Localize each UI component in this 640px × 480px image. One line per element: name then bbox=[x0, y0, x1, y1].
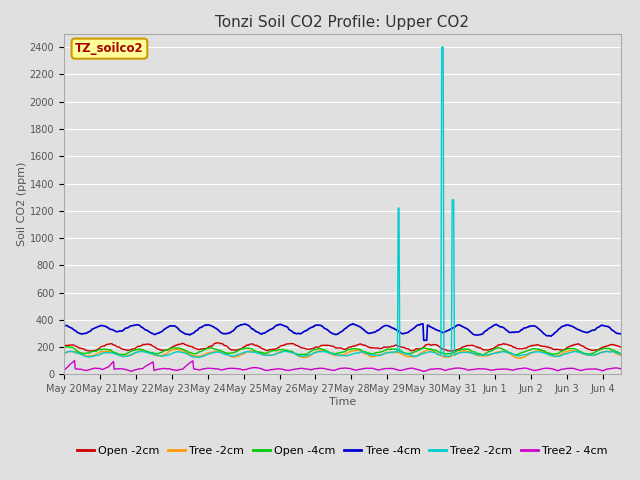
Y-axis label: Soil CO2 (ppm): Soil CO2 (ppm) bbox=[17, 162, 27, 246]
Tree2 - 4cm bbox=[420, 369, 428, 374]
Tree2 -2cm bbox=[60, 350, 68, 356]
Line: Tree -4cm: Tree -4cm bbox=[64, 324, 621, 340]
Line: Open -2cm: Open -2cm bbox=[64, 343, 621, 351]
Tree -2cm bbox=[60, 350, 68, 356]
Open -2cm bbox=[138, 342, 146, 348]
Line: Tree2 - 4cm: Tree2 - 4cm bbox=[64, 360, 621, 372]
Tree -4cm bbox=[349, 321, 357, 326]
Tree -2cm bbox=[617, 353, 625, 359]
Tree2 -2cm bbox=[461, 349, 468, 355]
Tree -4cm bbox=[298, 330, 305, 336]
Open -4cm bbox=[319, 347, 327, 352]
Tree -2cm bbox=[474, 353, 481, 359]
Open -2cm bbox=[617, 344, 625, 350]
Open -4cm bbox=[474, 350, 481, 356]
Legend: Open -2cm, Tree -2cm, Open -4cm, Tree -4cm, Tree2 -2cm, Tree2 - 4cm: Open -2cm, Tree -2cm, Open -4cm, Tree -4… bbox=[72, 441, 612, 460]
Open -4cm bbox=[298, 351, 306, 357]
Tree2 -2cm bbox=[617, 351, 625, 357]
Tree2 - 4cm bbox=[461, 366, 468, 372]
Tree2 -2cm bbox=[319, 349, 327, 355]
Tree2 -2cm bbox=[438, 44, 445, 50]
Tree -2cm bbox=[517, 355, 525, 361]
Tree2 - 4cm bbox=[60, 368, 68, 373]
Open -4cm bbox=[460, 347, 468, 352]
Tree2 - 4cm bbox=[139, 366, 147, 372]
Tree -4cm bbox=[60, 323, 68, 328]
Open -2cm bbox=[447, 348, 455, 354]
X-axis label: Time: Time bbox=[329, 397, 356, 407]
Open -2cm bbox=[319, 343, 327, 348]
Tree2 - 4cm bbox=[70, 358, 78, 363]
Tree -2cm bbox=[173, 347, 180, 352]
Open -4cm bbox=[617, 350, 625, 356]
Tree -4cm bbox=[420, 337, 428, 343]
Tree2 -2cm bbox=[63, 350, 70, 356]
Tree -4cm bbox=[617, 331, 625, 337]
Tree2 - 4cm bbox=[63, 365, 70, 371]
Tree -2cm bbox=[138, 348, 146, 354]
Title: Tonzi Soil CO2 Profile: Upper CO2: Tonzi Soil CO2 Profile: Upper CO2 bbox=[216, 15, 469, 30]
Line: Tree2 -2cm: Tree2 -2cm bbox=[64, 47, 621, 358]
Text: TZ_soilco2: TZ_soilco2 bbox=[75, 42, 144, 55]
Tree2 - 4cm bbox=[319, 365, 327, 371]
Tree -4cm bbox=[63, 323, 70, 328]
Tree -2cm bbox=[63, 349, 70, 355]
Tree2 - 4cm bbox=[617, 366, 625, 372]
Tree -2cm bbox=[319, 348, 327, 354]
Open -2cm bbox=[461, 344, 468, 349]
Tree -2cm bbox=[460, 348, 468, 354]
Tree -4cm bbox=[319, 324, 326, 329]
Tree -4cm bbox=[475, 332, 483, 338]
Tree -4cm bbox=[461, 325, 468, 331]
Open -4cm bbox=[60, 345, 68, 350]
Line: Tree -2cm: Tree -2cm bbox=[64, 349, 621, 358]
Open -2cm bbox=[475, 345, 483, 350]
Open -4cm bbox=[63, 344, 71, 349]
Tree2 - 4cm bbox=[475, 366, 483, 372]
Tree2 -2cm bbox=[298, 353, 306, 359]
Open -2cm bbox=[298, 345, 306, 351]
Tree -2cm bbox=[298, 354, 306, 360]
Open -4cm bbox=[63, 344, 70, 349]
Line: Open -4cm: Open -4cm bbox=[64, 347, 621, 355]
Open -2cm bbox=[213, 340, 221, 346]
Open -2cm bbox=[60, 343, 68, 349]
Tree2 - 4cm bbox=[298, 365, 306, 371]
Open -4cm bbox=[139, 347, 147, 352]
Tree2 -2cm bbox=[195, 355, 203, 360]
Tree -4cm bbox=[138, 324, 146, 330]
Open -4cm bbox=[479, 352, 487, 358]
Tree2 -2cm bbox=[475, 352, 483, 358]
Open -2cm bbox=[63, 342, 70, 348]
Tree2 -2cm bbox=[138, 349, 146, 355]
